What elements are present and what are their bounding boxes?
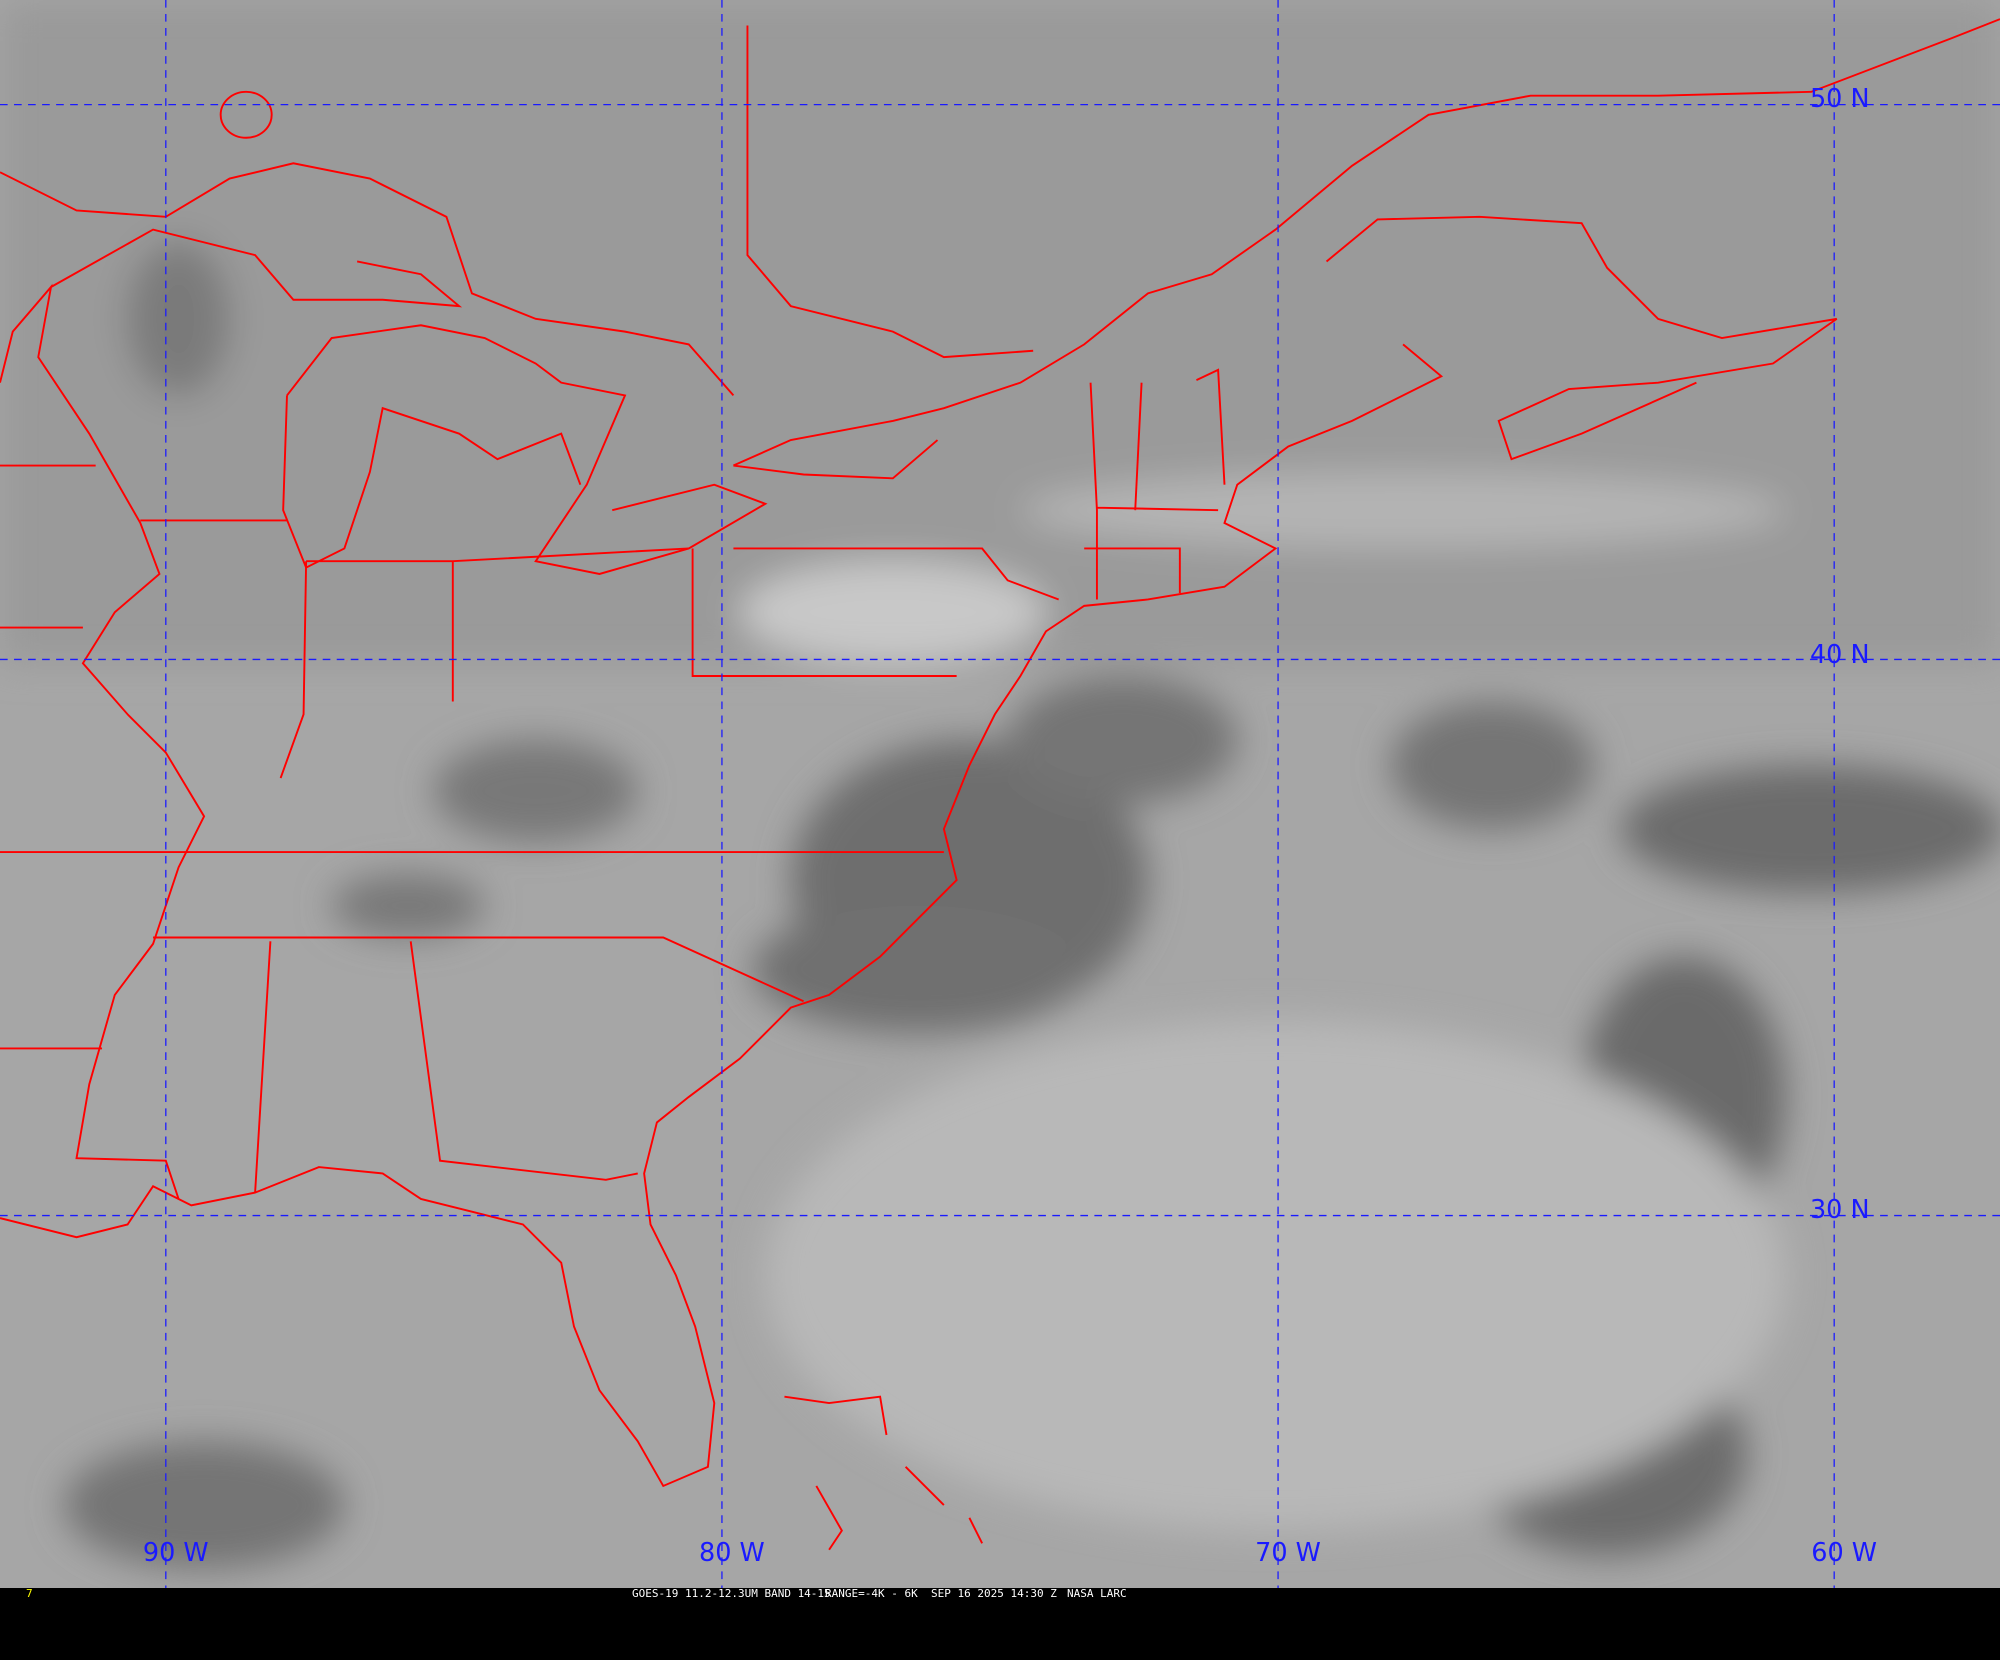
lat-label-50: 50 N <box>1810 84 1870 114</box>
caption-bar: 7 GOES-19 11.2-12.3UM BAND 14-15 RANGE=-… <box>0 1588 2000 1600</box>
state-and-coast-borders <box>0 18 2000 1551</box>
frame-number: 7 <box>26 1587 33 1600</box>
lat-lon-grid <box>0 0 2000 1588</box>
source: NASA LARC <box>1067 1587 1127 1600</box>
datetime: SEP 16 2025 14:30 Z <box>931 1587 1057 1600</box>
lon-label-80: 80 W <box>699 1538 765 1568</box>
lon-label-60: 60 W <box>1811 1538 1877 1568</box>
cloud-layer <box>0 0 2000 1569</box>
grid-labels: 50 N 40 N 30 N 90 W 80 W 70 W 60 W <box>143 84 1877 1568</box>
range: RANGE=-4K - 6K <box>825 1587 918 1600</box>
lon-label-90: 90 W <box>143 1538 209 1568</box>
satellite-band: GOES-19 11.2-12.3UM BAND 14-15 <box>632 1587 831 1600</box>
lon-label-70: 70 W <box>1255 1538 1321 1568</box>
lat-label-30: 30 N <box>1810 1195 1870 1225</box>
satellite-map: 50 N 40 N 30 N 90 W 80 W 70 W 60 W <box>0 0 2000 1588</box>
lat-label-40: 40 N <box>1810 640 1870 670</box>
